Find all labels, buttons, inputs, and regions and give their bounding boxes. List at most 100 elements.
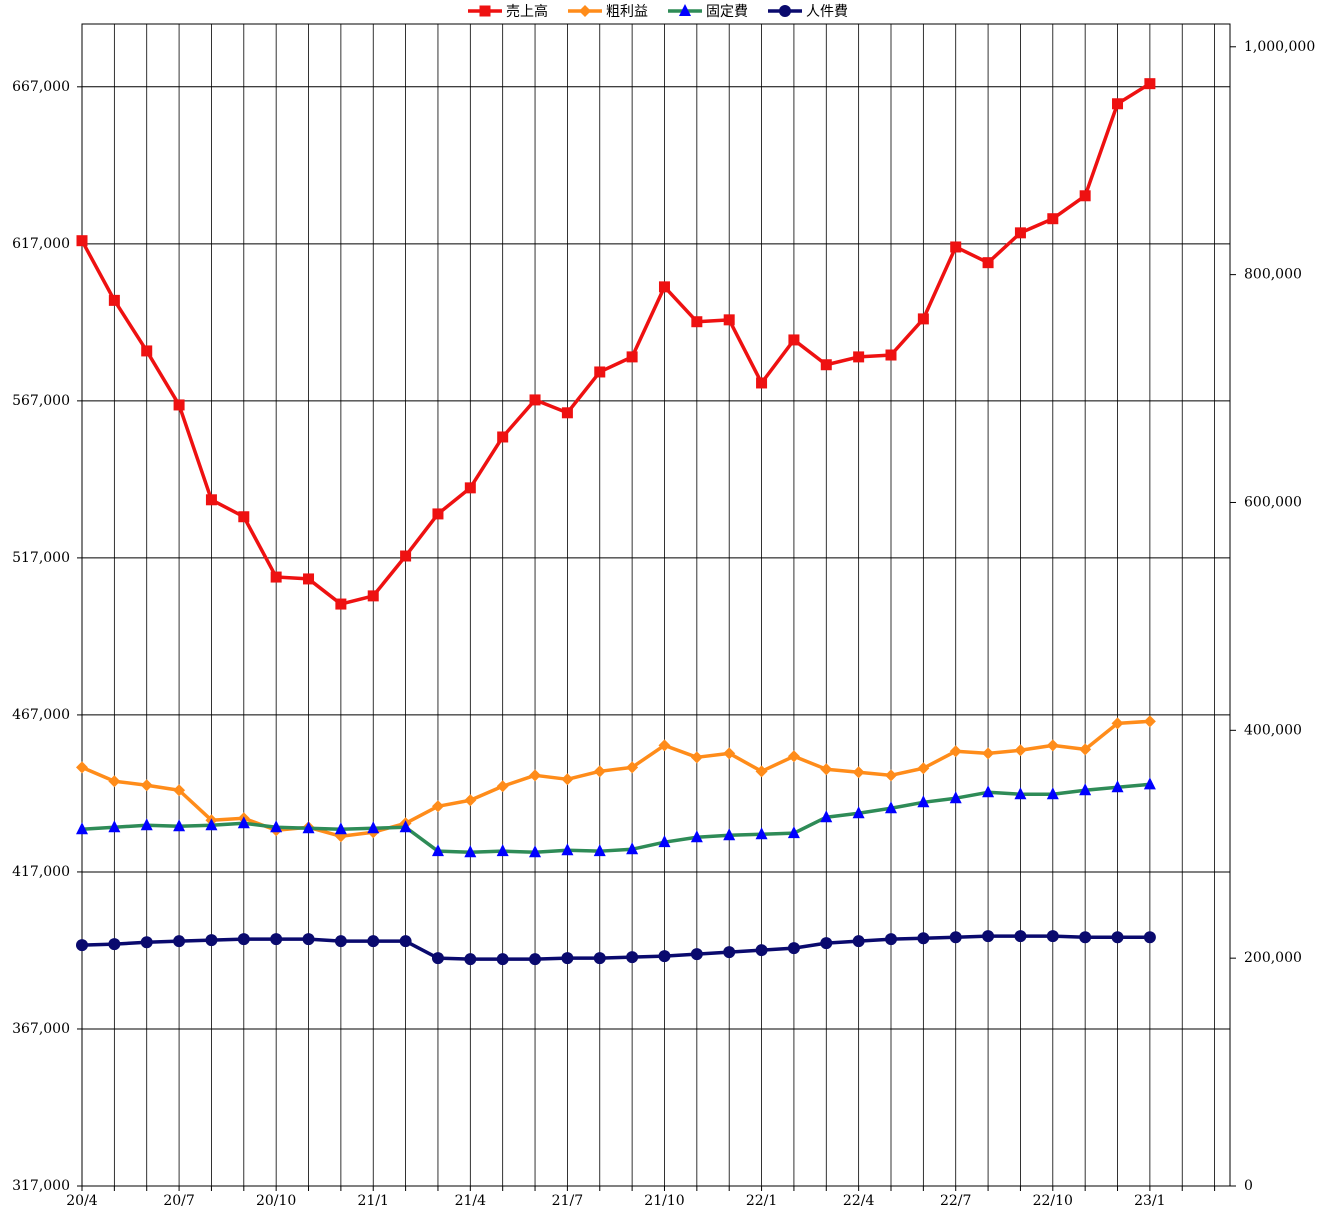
x-tick-label: 22/10: [1033, 1193, 1073, 1209]
data-point: [497, 431, 509, 443]
data-point: [885, 349, 897, 361]
y2-tick-label: 1,000,000: [1244, 39, 1315, 55]
data-point: [852, 766, 865, 779]
series-line: [80, 82, 1151, 606]
data-point: [723, 314, 735, 326]
y2-tick-label: 200,000: [1244, 950, 1302, 966]
data-point: [205, 494, 217, 506]
data-point: [982, 747, 995, 760]
data-point: [658, 739, 671, 752]
data-point: [1111, 780, 1124, 793]
data-point: [755, 944, 768, 957]
data-point: [626, 951, 639, 964]
x-tick-label: 21/4: [455, 1193, 487, 1209]
data-point: [885, 933, 897, 946]
data-point: [496, 780, 509, 793]
data-point: [561, 843, 574, 856]
data-point: [982, 930, 995, 943]
data-point: [464, 845, 477, 858]
x-tick-label: 20/10: [256, 1193, 296, 1209]
data-point: [1143, 931, 1156, 944]
data-point: [950, 241, 962, 253]
data-point: [529, 394, 541, 406]
x-tick-label: 22/7: [940, 1193, 971, 1209]
data-point: [529, 845, 542, 858]
data-point: [723, 946, 736, 959]
data-point: [464, 794, 477, 807]
data-point: [529, 769, 542, 782]
data-point: [76, 235, 88, 247]
data-point: [367, 821, 380, 834]
data-point: [690, 830, 703, 843]
legend-label: 粗利益: [606, 4, 648, 20]
data-point: [431, 952, 444, 965]
data-point: [852, 935, 865, 948]
series-line: [81, 934, 1150, 961]
y-tick-label: 667,000: [12, 79, 70, 95]
data-point: [853, 351, 865, 363]
data-point: [205, 934, 218, 947]
data-point: [1046, 739, 1059, 752]
data-point: [1079, 743, 1092, 756]
data-point: [679, 4, 691, 16]
data-point: [1079, 783, 1092, 796]
x-tick-label: 22/4: [843, 1193, 875, 1209]
data-point: [108, 820, 121, 833]
data-point: [1014, 227, 1026, 239]
data-point: [787, 750, 800, 763]
data-point: [238, 511, 250, 523]
data-point: [1143, 777, 1156, 790]
data-point: [496, 844, 509, 857]
y-tick-label: 567,000: [12, 393, 70, 409]
data-point: [431, 800, 444, 813]
data-point: [237, 816, 250, 829]
data-point: [658, 281, 670, 293]
data-point: [1014, 744, 1027, 757]
data-point: [1047, 213, 1059, 225]
data-point: [464, 953, 477, 966]
data-point: [787, 826, 800, 839]
data-point: [108, 775, 121, 788]
data-point: [399, 820, 412, 833]
data-point: [173, 399, 185, 411]
data-point: [579, 5, 591, 17]
data-point: [1112, 98, 1124, 110]
data-point: [173, 819, 186, 832]
data-point: [108, 938, 121, 951]
x-tick-label: 23/1: [1134, 1193, 1165, 1209]
legend: 売上高 粗利益 固定費 人件費: [468, 3, 848, 20]
data-point: [658, 835, 671, 848]
data-point: [982, 257, 994, 269]
y2-tick-label: 800,000: [1244, 267, 1302, 283]
y2-tick-label: 400,000: [1244, 722, 1302, 738]
data-point: [917, 932, 930, 945]
data-point: [949, 791, 962, 804]
data-point: [561, 773, 574, 786]
data-point: [367, 590, 379, 602]
legend-label: 売上高: [506, 3, 548, 20]
data-point: [334, 822, 347, 835]
data-point: [400, 550, 412, 562]
y-tick-label: 417,000: [12, 864, 70, 880]
data-point: [1111, 931, 1124, 944]
series: [76, 930, 1156, 966]
data-point: [561, 407, 573, 419]
data-point: [270, 820, 283, 833]
data-point: [76, 761, 88, 774]
data-point: [820, 937, 833, 950]
data-point: [593, 952, 606, 965]
y-tick-label: 367,000: [12, 1021, 70, 1037]
data-point: [399, 935, 412, 948]
data-point: [594, 366, 606, 378]
data-point: [270, 571, 282, 583]
data-point: [885, 801, 897, 814]
data-point: [140, 936, 153, 949]
data-point: [820, 359, 832, 371]
data-point: [949, 745, 962, 758]
x-tick-label: 21/1: [358, 1193, 389, 1209]
x-tick-label: 22/1: [746, 1193, 777, 1209]
data-point: [270, 933, 283, 946]
legend-label: 固定費: [706, 4, 748, 20]
data-point: [917, 762, 930, 775]
data-point: [1143, 715, 1156, 728]
